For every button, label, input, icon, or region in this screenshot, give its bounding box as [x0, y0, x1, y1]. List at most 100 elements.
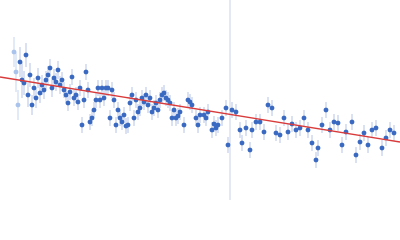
data-point [25, 92, 31, 98]
data-point [59, 77, 65, 83]
data-point [309, 140, 315, 146]
data-point [41, 87, 47, 93]
data-point [115, 107, 121, 113]
data-point [65, 100, 71, 106]
data-point [253, 119, 259, 125]
data-point [33, 95, 39, 101]
data-point [285, 129, 291, 135]
data-point [387, 127, 393, 133]
data-point [281, 115, 287, 121]
data-point [219, 115, 225, 121]
data-point [83, 69, 89, 75]
data-point [31, 85, 37, 91]
data-point [127, 100, 133, 106]
data-point [15, 102, 21, 108]
data-point [67, 89, 73, 95]
data-point [175, 113, 181, 119]
data-point [169, 115, 175, 121]
data-point [193, 115, 199, 121]
data-point [293, 127, 299, 133]
data-point [131, 115, 137, 121]
data-point [195, 122, 201, 128]
data-point [145, 102, 151, 108]
data-point [129, 92, 135, 98]
data-point [79, 122, 85, 128]
data-point [233, 109, 239, 115]
data-point [243, 125, 249, 131]
data-point [335, 120, 341, 126]
data-point [203, 115, 209, 121]
data-point [223, 105, 229, 111]
data-point [181, 122, 187, 128]
data-point [27, 72, 33, 78]
data-point [369, 127, 375, 133]
data-point [161, 90, 167, 96]
data-point [315, 145, 321, 151]
data-point [265, 102, 271, 108]
data-point [357, 139, 363, 145]
data-point [349, 119, 355, 125]
data-point [109, 87, 115, 93]
data-point [269, 105, 275, 111]
data-point [239, 140, 245, 146]
data-point [135, 109, 141, 115]
data-point [81, 97, 87, 103]
data-point [339, 142, 345, 148]
data-point [273, 130, 279, 136]
data-point [379, 145, 385, 151]
data-point [373, 125, 379, 131]
data-point [99, 85, 105, 91]
data-point [63, 92, 69, 98]
data-point [261, 129, 267, 135]
data-point [13, 69, 19, 75]
data-point [297, 125, 303, 131]
data-point [215, 122, 221, 128]
data-point [29, 102, 35, 108]
data-point [137, 105, 143, 111]
data-point [257, 119, 263, 125]
data-point [61, 87, 67, 93]
data-point [189, 102, 195, 108]
data-point [51, 75, 57, 81]
data-point [155, 107, 161, 113]
data-point [43, 77, 49, 83]
data-point [11, 49, 17, 55]
data-point [353, 152, 359, 158]
data-point [47, 65, 53, 71]
data-point [229, 107, 235, 113]
data-point [171, 107, 177, 113]
data-point [105, 85, 111, 91]
data-point [247, 147, 253, 153]
data-point [69, 74, 75, 80]
data-point [121, 112, 127, 118]
data-point [211, 121, 217, 127]
data-point [209, 127, 215, 133]
data-point [107, 115, 113, 121]
data-point [111, 97, 117, 103]
data-point [365, 142, 371, 148]
data-point [23, 52, 29, 58]
data-point [197, 112, 203, 118]
data-point [313, 157, 319, 163]
data-point [87, 119, 93, 125]
data-point [319, 122, 325, 128]
data-point [305, 127, 311, 133]
data-point [331, 119, 337, 125]
page: {"chart_data": {"type": "scatter", "xlim… [0, 0, 400, 200]
data-point [17, 59, 23, 65]
data-point [143, 92, 149, 98]
data-point [177, 109, 183, 115]
data-point [95, 85, 101, 91]
chart [0, 0, 400, 200]
data-point [301, 115, 307, 121]
data-point [149, 109, 155, 115]
data-point [113, 122, 119, 128]
data-point [91, 107, 97, 113]
data-point [249, 127, 255, 133]
data-point [147, 95, 153, 101]
data-point [237, 127, 243, 133]
data-point [151, 105, 157, 111]
data-point [55, 67, 61, 73]
data-point [37, 90, 43, 96]
data-point [53, 79, 59, 85]
